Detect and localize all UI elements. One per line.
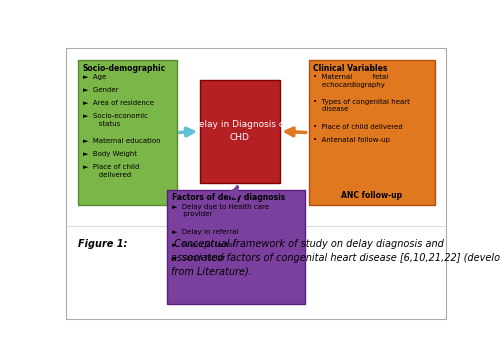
FancyBboxPatch shape [308,60,434,205]
Text: Delay in Diagnosis of
CHD: Delay in Diagnosis of CHD [192,121,288,142]
Text: ►  Delay due to Health care
     provider: ► Delay due to Health care provider [172,204,269,217]
Text: Factors of delay diagnosis: Factors of delay diagnosis [172,193,285,202]
Text: Socio-demographic: Socio-demographic [82,63,166,72]
Text: •  Place of child delivered: • Place of child delivered [313,124,403,130]
Text: Conceptual framework of study on delay diagnosis and
associated factors of conge: Conceptual framework of study on delay d… [171,239,500,277]
Text: ►  Place of child
       delivered: ► Place of child delivered [82,164,139,178]
Text: Clinical Variables: Clinical Variables [313,63,388,72]
FancyBboxPatch shape [167,190,304,304]
Text: ►  Delay in referral: ► Delay in referral [172,228,238,235]
Text: ►  Gender: ► Gender [82,87,118,93]
Text: ►  Body Weight: ► Body Weight [82,151,136,157]
Text: •  Antenatal follow-up: • Antenatal follow-up [313,137,390,143]
Text: Figure 1:: Figure 1: [78,239,128,249]
Text: ANC follow-up: ANC follow-up [341,190,402,199]
FancyBboxPatch shape [78,60,177,205]
Text: ►  Maternal education: ► Maternal education [82,138,160,144]
Text: ►  Financial factor: ► Financial factor [172,241,236,248]
Text: •  Maternal         fetal
    echocardiography: • Maternal fetal echocardiography [313,74,388,88]
Text: ►  Socio-economic
       status: ► Socio-economic status [82,113,148,127]
Text: ►  Area of residence: ► Area of residence [82,100,154,106]
Text: ►  Social factor: ► Social factor [172,255,225,261]
Text: ►  Age: ► Age [82,74,106,80]
Text: •  Types of congenital heart
    disease: • Types of congenital heart disease [313,99,410,113]
FancyBboxPatch shape [200,80,280,183]
